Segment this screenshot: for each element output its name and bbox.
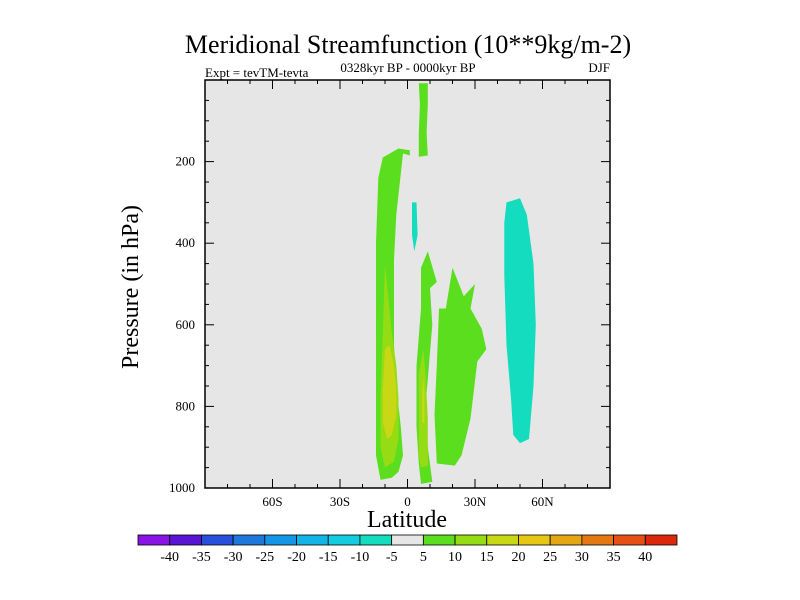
x-tick-label: 30N bbox=[464, 494, 487, 509]
colorbar-swatch bbox=[264, 534, 297, 546]
y-tick-label: 1000 bbox=[169, 480, 195, 495]
colorbar-swatch bbox=[613, 534, 646, 546]
colorbar-swatch bbox=[169, 534, 202, 546]
x-tick-label: 30S bbox=[330, 494, 350, 509]
colorbar-label: -40 bbox=[160, 550, 179, 565]
x-axis-label: Latitude bbox=[367, 507, 447, 533]
chart-title: Meridional Streamfunction (10**9kg/m-2) bbox=[185, 30, 631, 59]
colorbar-label: 5 bbox=[420, 550, 427, 565]
axis-ticks: 60S 30S 0 30N 60N 200 400 600 800 1000 bbox=[169, 80, 610, 509]
colorbar-swatch bbox=[518, 534, 551, 546]
colorbar: -40 -35 -30 -25 -20 -15 -10 -5 5 10 15 20 25 30 35 40 bbox=[137, 534, 678, 565]
y-tick-label: 200 bbox=[176, 154, 196, 169]
y-axis-label: Pressure (in hPa) bbox=[118, 205, 144, 369]
plot-frame bbox=[204, 79, 611, 489]
colorbar-swatch bbox=[201, 534, 234, 546]
colorbar-label: -20 bbox=[287, 550, 306, 565]
colorbar-label: 15 bbox=[480, 550, 494, 565]
colorbar-label: 30 bbox=[575, 550, 589, 565]
colorbar-swatch bbox=[581, 534, 614, 546]
colorbar-label: -25 bbox=[255, 550, 274, 565]
colorbar-swatch bbox=[137, 534, 171, 546]
colorbar-label: -15 bbox=[319, 550, 338, 565]
colorbar-label: 10 bbox=[448, 550, 462, 565]
season-label: DJF bbox=[588, 60, 610, 75]
contour-region-5 bbox=[412, 202, 418, 252]
experiment-label: Expt = tevTM-tevta bbox=[205, 65, 309, 80]
colorbar-label: -35 bbox=[192, 550, 211, 565]
contour-region-10 bbox=[422, 377, 425, 423]
contour-region-4 bbox=[434, 267, 487, 466]
x-tick-label: 60S bbox=[262, 494, 282, 509]
colorbar-label: -5 bbox=[386, 550, 398, 565]
colorbar-swatch bbox=[549, 534, 583, 546]
colorbar-swatch bbox=[391, 534, 424, 546]
contour-regions bbox=[376, 83, 536, 484]
colorbar-label: 25 bbox=[543, 550, 557, 565]
colorbar-swatch bbox=[454, 534, 488, 546]
colorbar-label: -30 bbox=[224, 550, 243, 565]
colorbar-swatch bbox=[327, 534, 361, 546]
colorbar-label: -10 bbox=[351, 550, 370, 565]
time-range-label: 0328kyr BP - 0000kyr BP bbox=[340, 60, 475, 75]
colorbar-swatch bbox=[359, 534, 393, 546]
colorbar-swatch bbox=[296, 534, 329, 546]
colorbar-label: 35 bbox=[607, 550, 621, 565]
colorbar-label: 20 bbox=[511, 550, 525, 565]
colorbar-swatch bbox=[486, 534, 519, 546]
contour-region-6 bbox=[504, 198, 536, 444]
x-tick-label: 60N bbox=[531, 494, 554, 509]
x-tick-label: 0 bbox=[404, 494, 411, 509]
y-tick-label: 400 bbox=[176, 235, 196, 250]
colorbar-label: 40 bbox=[638, 550, 652, 565]
plot-area-background bbox=[205, 80, 610, 488]
colorbar-swatch bbox=[422, 534, 456, 546]
contour-region-2 bbox=[418, 83, 428, 157]
colorbar-swatch bbox=[644, 534, 678, 546]
y-tick-label: 600 bbox=[176, 317, 196, 332]
contour-region-9 bbox=[382, 345, 397, 439]
y-tick-label: 800 bbox=[176, 398, 196, 413]
colorbar-swatch bbox=[232, 534, 266, 546]
